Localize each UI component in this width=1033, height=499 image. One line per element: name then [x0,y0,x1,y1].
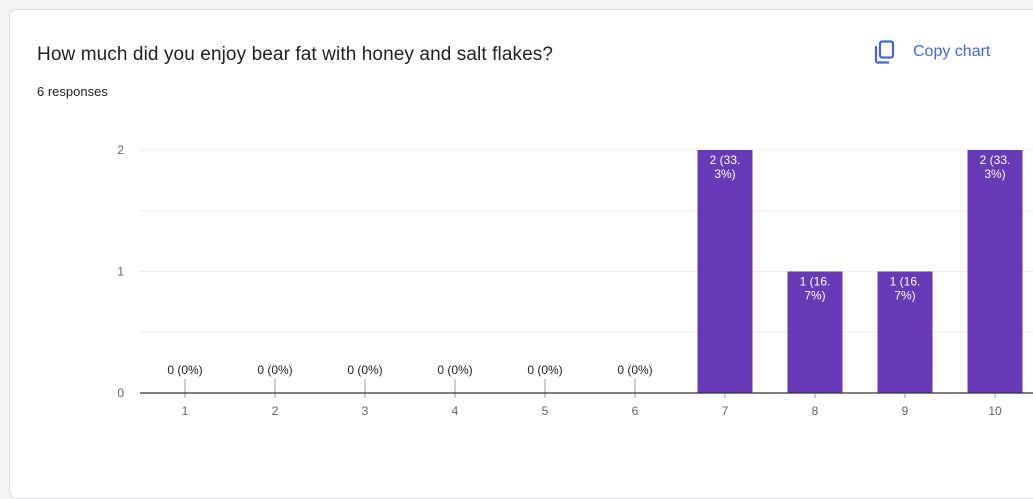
bar-data-label: 0 (0%) [347,363,382,377]
x-tick-label: 1 [182,404,189,418]
bar-data-label: 0 (0%) [437,363,472,377]
bar-chart: 0 1 2 0 (0%) 1 0 (0%) 2 0 (0%) 3 0 (0%) 4 0 (0%) 5 0 … [117,143,1033,418]
bar-data-label: 0 (0%) [617,363,652,377]
bar-data-label: 1 (16. [890,275,921,289]
x-tick-label: 9 [902,404,909,418]
y-tick-label: 2 [117,143,124,157]
copy-chart-label: Copy chart [913,43,991,60]
bar [697,150,753,393]
bar-data-label: 7%) [804,289,825,303]
response-count: 6 responses [37,84,108,99]
copy-chart-button[interactable]: Copy chart [874,36,990,68]
x-tick-label: 10 [988,404,1002,418]
bar-data-label: 2 (33. [710,153,741,167]
y-tick-label: 1 [117,265,124,279]
bar-data-label: 1 (16. [800,275,831,289]
x-tick-label: 6 [632,404,639,418]
bar [787,271,843,393]
bar-data-label: 7%) [894,289,915,303]
x-tick-label: 5 [542,404,549,418]
x-tick-label: 2 [272,404,279,418]
bar-data-label: 3%) [984,167,1005,181]
question-title: How much did you enjoy bear fat with hon… [37,44,554,65]
x-tick-label: 4 [452,404,459,418]
x-tick-label: 7 [722,404,729,418]
y-tick-label: 0 [117,386,124,400]
bar [877,271,933,393]
bar-data-label: 2 (33. [980,153,1011,167]
bar-data-label: 0 (0%) [257,363,292,377]
bar-data-label: 0 (0%) [527,363,562,377]
question-card [9,9,1033,499]
x-tick-label: 3 [362,404,369,418]
bar-data-label: 3%) [714,167,735,181]
x-tick-label: 8 [812,404,819,418]
copy-icon [874,40,896,64]
bar [967,150,1023,393]
bar-data-label: 0 (0%) [167,363,202,377]
